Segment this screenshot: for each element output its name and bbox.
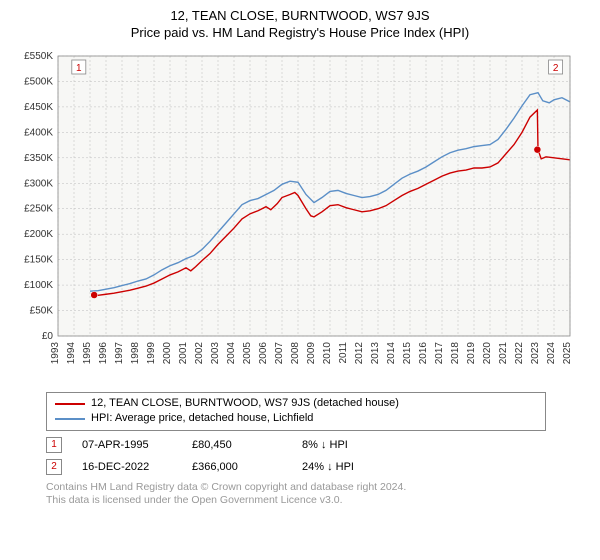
svg-text:£0: £0 [42,331,54,342]
svg-text:1998: 1998 [130,342,141,365]
svg-text:2004: 2004 [226,342,237,365]
svg-text:1997: 1997 [114,342,125,365]
svg-text:£450K: £450K [24,102,53,113]
svg-text:2012: 2012 [354,342,365,365]
svg-text:£150K: £150K [24,255,53,266]
svg-text:£500K: £500K [24,76,53,87]
license-line: This data is licensed under the Open Gov… [46,494,590,508]
datapoint-row: 2 16-DEC-2022 £366,000 24% ↓ HPI [46,459,590,475]
legend-label: 12, TEAN CLOSE, BURNTWOOD, WS7 9JS (deta… [91,396,399,411]
svg-text:1: 1 [76,63,82,74]
svg-text:2016: 2016 [418,342,429,365]
license-text: Contains HM Land Registry data © Crown c… [46,481,590,508]
datapoint-delta: 8% ↓ HPI [302,439,392,451]
svg-text:2000: 2000 [162,342,173,365]
svg-text:2014: 2014 [386,342,397,365]
svg-text:1996: 1996 [98,342,109,365]
svg-text:2001: 2001 [178,342,189,365]
svg-text:2007: 2007 [274,342,285,365]
svg-text:1993: 1993 [50,342,61,365]
legend-label: HPI: Average price, detached house, Lich… [91,411,313,426]
svg-text:£250K: £250K [24,204,53,215]
svg-text:2009: 2009 [306,342,317,365]
svg-text:£200K: £200K [24,229,53,240]
svg-text:2: 2 [553,63,559,74]
datapoint-price: £366,000 [192,461,282,473]
datapoint-date: 16-DEC-2022 [82,461,172,473]
svg-text:2025: 2025 [562,342,573,365]
legend: 12, TEAN CLOSE, BURNTWOOD, WS7 9JS (deta… [46,392,546,431]
svg-text:2006: 2006 [258,342,269,365]
svg-text:2010: 2010 [322,342,333,365]
svg-text:£400K: £400K [24,127,53,138]
svg-text:2017: 2017 [434,342,445,365]
svg-text:2008: 2008 [290,342,301,365]
svg-text:2021: 2021 [498,342,509,365]
svg-text:£100K: £100K [24,280,53,291]
svg-text:2005: 2005 [242,342,253,365]
svg-text:£50K: £50K [30,306,54,317]
chart-title: 12, TEAN CLOSE, BURNTWOOD, WS7 9JS [10,8,590,23]
svg-text:£550K: £550K [24,51,53,62]
svg-text:1995: 1995 [82,342,93,365]
svg-text:2013: 2013 [370,342,381,365]
svg-text:2003: 2003 [210,342,221,365]
datapoint-price: £80,450 [192,439,282,451]
svg-text:2011: 2011 [338,342,349,364]
svg-text:£300K: £300K [24,178,53,189]
chart-subtitle: Price paid vs. HM Land Registry's House … [10,25,590,40]
svg-text:2019: 2019 [466,342,477,365]
datapoint-delta: 24% ↓ HPI [302,461,392,473]
datapoint-marker: 2 [46,459,62,475]
datapoint-marker: 1 [46,437,62,453]
legend-item: HPI: Average price, detached house, Lich… [55,411,537,426]
svg-text:2015: 2015 [402,342,413,365]
legend-swatch [55,418,85,420]
datapoint-row: 1 07-APR-1995 £80,450 8% ↓ HPI [46,437,590,453]
price-chart: £0 £50K £100K £150K £200K £250K £300K £350K £400… [10,46,590,386]
svg-text:2002: 2002 [194,342,205,365]
svg-text:£350K: £350K [24,153,53,164]
svg-text:2022: 2022 [514,342,525,365]
svg-text:2018: 2018 [450,342,461,365]
svg-text:2024: 2024 [546,342,557,365]
datapoint-date: 07-APR-1995 [82,439,172,451]
svg-text:1994: 1994 [66,342,77,365]
svg-text:1999: 1999 [146,342,157,365]
svg-text:2020: 2020 [482,342,493,365]
legend-item: 12, TEAN CLOSE, BURNTWOOD, WS7 9JS (deta… [55,396,537,411]
license-line: Contains HM Land Registry data © Crown c… [46,481,590,495]
svg-text:2023: 2023 [530,342,541,365]
legend-swatch [55,403,85,405]
